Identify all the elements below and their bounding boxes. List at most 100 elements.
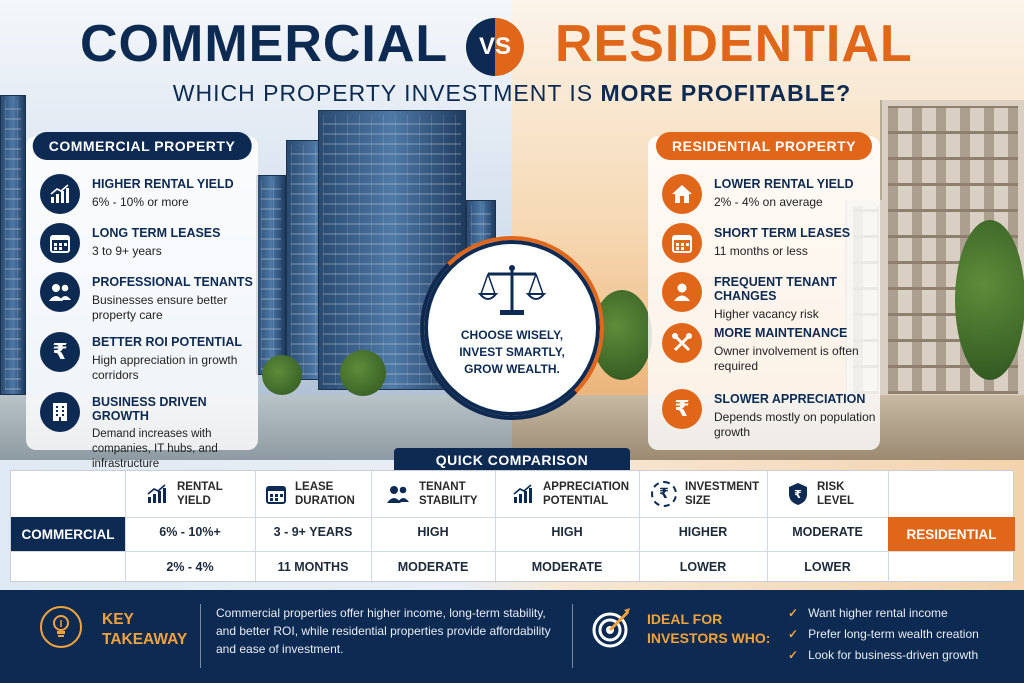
column-header-label: RISK LEVEL [817, 480, 854, 508]
residential-feature: LOWER RENTAL YIELD 2% - 4% on average [662, 174, 877, 214]
column-header-label: RENTAL YIELD [177, 480, 223, 508]
home-icon [662, 174, 702, 214]
table-cell: LOWER [804, 560, 851, 574]
table-cell: 2% - 4% [166, 560, 214, 574]
list-item: ✓ Want higher rental income [788, 602, 979, 623]
target-icon [592, 608, 630, 648]
feature-desc: Businesses ensure better property care [92, 293, 228, 322]
header-line: LEVEL [817, 495, 855, 507]
feature-desc: 11 months or less [714, 244, 808, 258]
feature-title: HIGHER RENTAL YIELD [92, 177, 234, 191]
people-icon [40, 272, 80, 312]
footer-divider [200, 604, 201, 668]
calendar-icon [662, 223, 702, 263]
column-header-investment-size: ₹ INVESTMENT SIZE [651, 471, 759, 517]
feature-title: PROFESSIONAL TENANTS [92, 275, 253, 289]
feature-title: MORE MAINTENANCE [714, 326, 848, 340]
subtitle-text: WHICH PROPERTY INVESTMENT IS [172, 80, 601, 106]
header-line: RISK [817, 481, 845, 493]
checkmark-icon: ✓ [788, 605, 799, 620]
feature-desc: High appreciation in growth corridors [92, 353, 238, 382]
feature-desc: Higher vacancy risk [714, 307, 819, 321]
feature-desc: Depends mostly on population growth [714, 410, 876, 439]
svg-text:₹: ₹ [794, 488, 802, 501]
office-tower-image [0, 95, 26, 395]
residential-feature: FREQUENT TENANT CHANGES Higher vacancy ri… [662, 272, 877, 322]
lightbulb-icon [40, 606, 82, 648]
tools-icon [662, 323, 702, 363]
column-header-label: INVESTMENT SIZE [685, 480, 759, 508]
header-line: TENANT [419, 481, 466, 493]
feature-desc: Demand increases with companies, IT hubs… [92, 428, 218, 470]
table-divider [255, 471, 256, 583]
column-header-lease-duration: LEASE DURATION [265, 471, 355, 517]
feature-title: FREQUENT TENANT CHANGES [714, 275, 837, 303]
table-cell: MODERATE [531, 560, 603, 574]
feature-title: LOWER RENTAL YIELD [714, 177, 854, 191]
feature-title: BETTER ROI POTENTIAL [92, 335, 242, 349]
list-item-text: Prefer long-term wealth creation [808, 626, 979, 641]
row-label-residential: RESIDENTIAL [888, 517, 1015, 551]
feature-title: SLOWER APPRECIATION [714, 392, 866, 406]
ideal-investor-list: ✓ Want higher rental income ✓ Prefer long-… [788, 602, 979, 665]
row-label-commercial: COMMERCIAL [11, 517, 125, 551]
commercial-feature: LONG TERM LEASES 3 to 9+ years [40, 223, 255, 263]
building-icon [40, 392, 80, 432]
subtitle: WHICH PROPERTY INVESTMENT IS MORE PROFIT… [0, 80, 1024, 107]
header-line: STABILITY [419, 495, 478, 507]
commercial-title: COMMERCIAL [80, 15, 449, 73]
footer-divider [572, 604, 573, 668]
slogan-line: CHOOSE WISELY, [460, 328, 564, 342]
table-cell: MODERATE [792, 525, 863, 539]
residential-panel: RESIDENTIAL PROPERTY LOWER RENTAL YIELD 2… [648, 132, 880, 450]
office-tower-image [256, 175, 286, 375]
tree-image [262, 355, 302, 395]
column-header-label: APPRECIATION POTENTIAL [543, 480, 629, 508]
commercial-feature: HIGHER RENTAL YIELD 6% - 10% or more [40, 174, 255, 214]
slogan-line: GROW WEALTH. [464, 362, 560, 376]
table-cell: 3 - 9+ YEARS [273, 525, 353, 539]
center-slogan: CHOOSE WISELY, INVEST SMARTLY, GROW WEAL… [440, 327, 584, 378]
tree-image [340, 350, 386, 396]
table-cell: 11 MONTHS [277, 560, 349, 574]
header-line: INVESTMENT [685, 481, 760, 493]
table-cell: HIGHER [678, 525, 728, 539]
commercial-feature: PROFESSIONAL TENANTS Businesses ensure be… [40, 272, 255, 323]
calendar-icon [40, 223, 80, 263]
column-header-risk-level: ₹ RISK LEVEL [787, 471, 854, 517]
column-header-label: TENANT STABILITY [419, 480, 478, 508]
vs-badge: VS [466, 18, 524, 76]
slogan-line: INVEST SMARTLY, [459, 345, 565, 359]
label-line: TAKEAWAY [102, 631, 188, 648]
feature-desc: Owner involvement is often required [714, 344, 859, 373]
list-item-text: Look for business-driven growth [808, 647, 979, 662]
person-icon [662, 272, 702, 312]
label-line: KEY [102, 611, 134, 628]
header-line: LEASE [295, 481, 334, 493]
subtitle-question-mark: ? [836, 80, 852, 106]
quick-comparison-heading: QUICK COMPARISON [394, 448, 630, 472]
ideal-for-label: IDEAL FOR INVESTORS WHO: [647, 610, 770, 648]
shield-rupee-icon: ₹ [789, 483, 807, 505]
column-header-label: LEASE DURATION [295, 480, 355, 508]
table-divider [371, 471, 372, 583]
table-divider [125, 471, 126, 583]
key-takeaway-text: Commercial properties offer higher incom… [216, 606, 551, 656]
list-item: ✓ Look for business-driven growth [788, 644, 979, 665]
footer-banner: KEY TAKEAWAY Commercial properties offer … [0, 590, 1024, 683]
list-item-text: Want higher rental income [808, 605, 948, 620]
header-line: RENTAL [177, 481, 223, 493]
table-cell: HIGH [417, 525, 449, 539]
header-line: YIELD [177, 495, 211, 507]
header-line: APPRECIATION [543, 481, 630, 493]
table-cell: MODERATE [397, 560, 469, 574]
label-line: IDEAL FOR [647, 611, 723, 627]
column-header-rental-yield: RENTAL YIELD [145, 471, 223, 517]
rising-chart-icon [147, 484, 166, 503]
rupee-icon: ₹ [651, 481, 677, 507]
table-cell: LOWER [679, 560, 727, 574]
header-line: DURATION [295, 495, 355, 507]
commercial-feature: ₹ BETTER ROI POTENTIAL High appreciation … [40, 332, 255, 383]
feature-title: SHORT TERM LEASES [714, 226, 851, 240]
